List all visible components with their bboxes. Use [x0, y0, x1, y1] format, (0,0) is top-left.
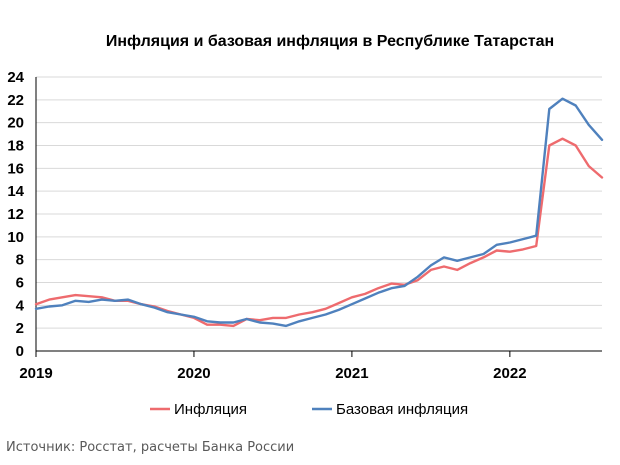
- x-tick-label: 2020: [177, 365, 210, 382]
- source-note: Источник: Росстат, расчеты Банка России: [6, 440, 295, 455]
- y-tick-label: 22: [7, 92, 24, 109]
- y-tick-label: 6: [16, 275, 24, 292]
- y-tick-label: 24: [7, 69, 24, 86]
- x-tick-label: 2019: [19, 365, 52, 382]
- legend-label: Базовая инфляция: [336, 401, 468, 418]
- y-tick-label: 0: [16, 343, 24, 360]
- y-tick-label: 18: [7, 138, 24, 155]
- y-grid: [36, 76, 602, 329]
- series-line-1: [34, 97, 604, 328]
- y-tick-label: 12: [7, 206, 24, 223]
- chart-title: Инфляция и базовая инфляция в Республике…: [106, 33, 554, 50]
- y-tick-label: 14: [7, 183, 24, 200]
- legend: Инфляция Базовая инфляция: [150, 401, 468, 418]
- y-tick-label: 16: [7, 160, 24, 177]
- y-tick-label: 8: [16, 252, 24, 269]
- y-tick-label: 20: [7, 115, 24, 132]
- x-tick-label: 2021: [335, 365, 368, 382]
- x-tick-label: 2022: [493, 365, 526, 382]
- legend-label: Инфляция: [174, 401, 247, 418]
- series-lines: [34, 97, 604, 328]
- y-tick-label: 10: [7, 229, 24, 246]
- y-tick-label: 2: [16, 320, 24, 337]
- series-line-0: [34, 137, 604, 328]
- y-tick-label: 4: [16, 297, 25, 314]
